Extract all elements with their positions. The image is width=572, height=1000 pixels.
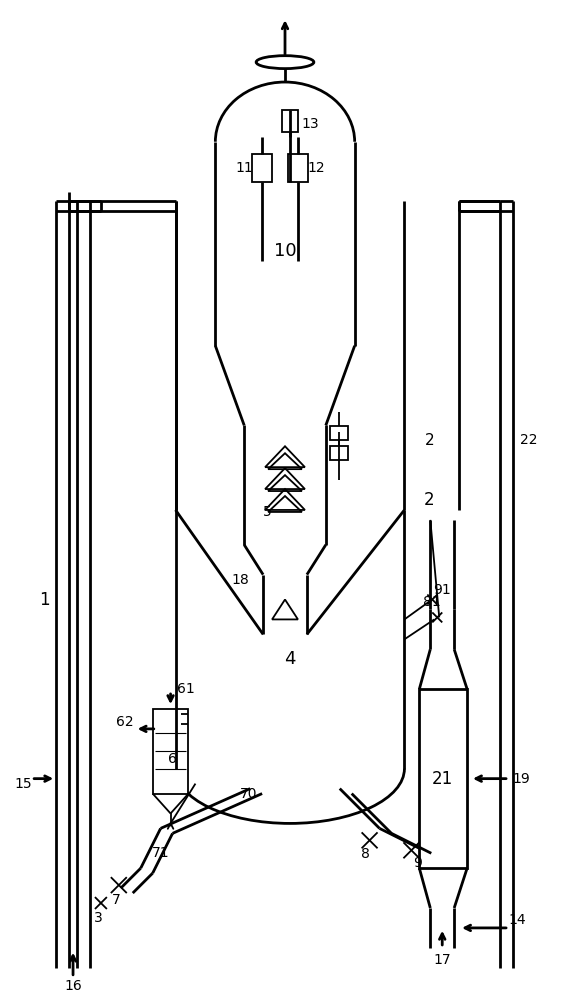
Text: 6: 6	[168, 752, 177, 766]
Text: 62: 62	[116, 715, 134, 729]
Text: 2: 2	[424, 491, 435, 509]
Text: 19: 19	[512, 772, 530, 786]
Text: 7: 7	[112, 893, 120, 907]
Text: 15: 15	[14, 777, 32, 791]
Ellipse shape	[256, 56, 314, 69]
Text: 4: 4	[284, 650, 296, 668]
Bar	[330, 426, 348, 440]
Text: 8: 8	[361, 847, 370, 861]
Bar	[153, 709, 189, 794]
Text: 61: 61	[177, 682, 194, 696]
Text: 13: 13	[301, 117, 319, 131]
Text: 12: 12	[307, 161, 325, 175]
Bar	[282, 110, 298, 132]
Bar	[419, 689, 467, 868]
Text: 17: 17	[434, 953, 451, 967]
Text: 91: 91	[434, 583, 451, 597]
Text: 9: 9	[413, 856, 422, 870]
Text: 21: 21	[432, 770, 453, 788]
Text: 16: 16	[64, 979, 82, 993]
Text: 70: 70	[240, 787, 257, 801]
Text: 14: 14	[508, 913, 526, 927]
Bar	[252, 154, 272, 182]
Text: 1: 1	[39, 591, 50, 609]
Text: 3: 3	[94, 911, 102, 925]
Text: 22: 22	[520, 433, 538, 447]
Text: 81: 81	[423, 595, 441, 609]
Text: 18: 18	[231, 573, 249, 587]
Text: 5: 5	[263, 505, 272, 519]
Text: 71: 71	[152, 846, 169, 860]
Text: 10: 10	[273, 242, 296, 260]
Bar	[288, 154, 308, 182]
Text: 11: 11	[235, 161, 253, 175]
Text: 2: 2	[424, 433, 434, 448]
Bar	[330, 446, 348, 460]
